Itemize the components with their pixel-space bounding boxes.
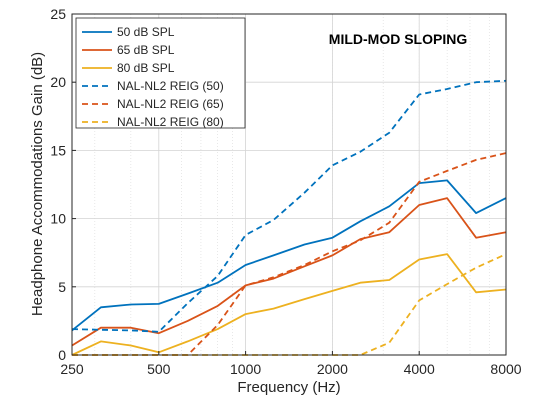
legend: 50 dB SPL 65 dB SPL 80 dB SPL NAL-NL2 REIG …: [75, 17, 246, 129]
grid: [71, 13, 507, 356]
x-tick-label: 2000: [317, 361, 348, 377]
ticks: 250 500 1000 2000 4000 8000 0 5 10 15 20 25: [50, 6, 521, 377]
x-tick-label: 4000: [404, 361, 435, 377]
x-tick-label: 250: [60, 361, 84, 377]
series-line-4: [71, 79, 507, 333]
legend-label: 50 dB SPL: [117, 25, 175, 39]
series-line-1: [71, 179, 507, 332]
plot-frame: [71, 13, 507, 356]
legend-box: [75, 17, 246, 129]
x-tick-label: 1000: [230, 361, 261, 377]
y-tick-label: 15: [50, 142, 66, 158]
x-tick-label: 500: [147, 361, 171, 377]
legend-label: NAL-NL2 REIG (65): [117, 97, 224, 111]
y-axis-label: Headphone Accommodations Gain (dB): [29, 52, 46, 316]
y-tick-label: 5: [58, 279, 66, 295]
x-axis-label: Frequency (Hz): [237, 379, 340, 396]
annotation-text: MILD-MOD SLOPING: [329, 31, 468, 47]
series-line-3: [71, 253, 507, 356]
legend-label: NAL-NL2 REIG (50): [117, 79, 224, 93]
y-tick-label: 10: [50, 211, 66, 227]
y-tick-label: 20: [50, 74, 66, 90]
legend-label: NAL-NL2 REIG (80): [117, 115, 224, 129]
x-tick-label: 8000: [490, 361, 521, 377]
legend-label: 80 dB SPL: [117, 61, 175, 75]
legend-label: 65 dB SPL: [117, 43, 175, 57]
y-tick-label: 0: [58, 347, 66, 363]
y-tick-label: 25: [50, 6, 66, 22]
